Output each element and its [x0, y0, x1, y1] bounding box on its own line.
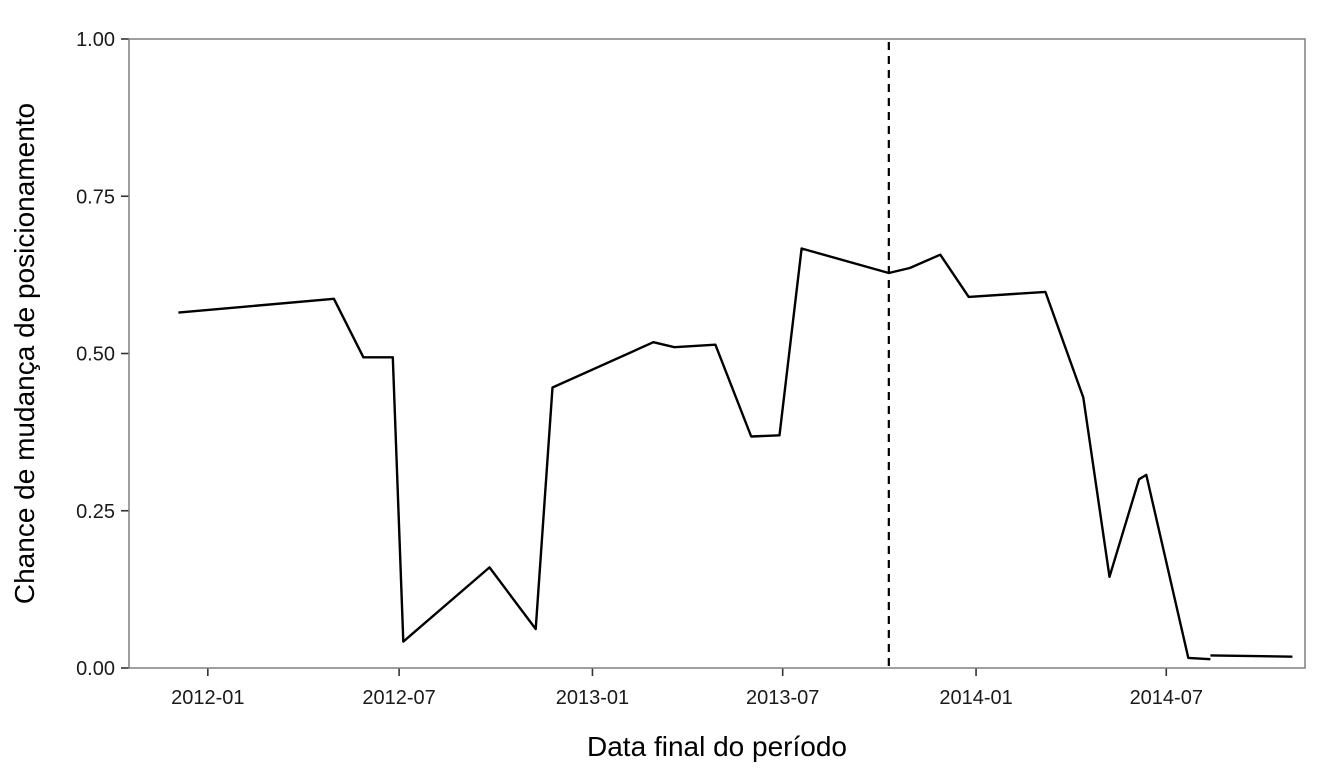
y-axis: 0.00 0.25 0.50 0.75 1.00	[76, 29, 129, 680]
x-axis: 2012-01 2012-07 2013-01 2013-07 2014-01 2014-…	[171, 668, 1203, 709]
y-tick-label: 0.75	[76, 186, 115, 208]
y-tick-label: 1.00	[76, 29, 115, 51]
x-tick-label: 2013-07	[746, 687, 819, 709]
y-tick-label: 0.50	[76, 344, 115, 366]
x-axis-title: Data final do período	[587, 731, 847, 762]
series-group	[178, 247, 1293, 661]
x-tick-label: 2012-01	[171, 687, 244, 709]
y-axis-title: Chance de mudança de posicionamento	[9, 103, 40, 604]
y-tick-label: 0.25	[76, 501, 115, 523]
x-tick-label: 2012-07	[362, 687, 435, 709]
plot-frame	[128, 38, 1306, 669]
x-tick-label: 2014-07	[1130, 687, 1203, 709]
series-line	[178, 247, 1211, 661]
x-tick-label: 2013-01	[556, 687, 629, 709]
y-tick-label: 0.00	[76, 658, 115, 680]
x-tick-label: 2014-01	[939, 687, 1012, 709]
series-line	[1210, 654, 1293, 658]
